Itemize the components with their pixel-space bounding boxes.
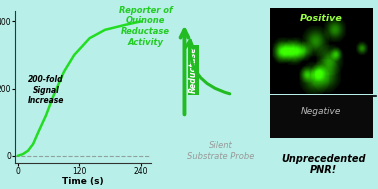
Text: Silent
Substrate Probe: Silent Substrate Probe — [187, 142, 255, 161]
Text: Reporter of
Quinone
Reductase
Activity: Reporter of Quinone Reductase Activity — [119, 6, 172, 47]
Text: Positive: Positive — [300, 14, 343, 23]
Text: Unprecedented
PNR!: Unprecedented PNR! — [281, 154, 366, 175]
X-axis label: Time (s): Time (s) — [62, 177, 104, 186]
Text: PNR =: PNR = — [276, 85, 310, 95]
Text: Reductase: Reductase — [189, 46, 198, 93]
Text: Negative: Negative — [301, 107, 341, 115]
Text: 200-fold
Signal
Increase: 200-fold Signal Increase — [28, 75, 64, 105]
FancyArrowPatch shape — [186, 40, 230, 94]
